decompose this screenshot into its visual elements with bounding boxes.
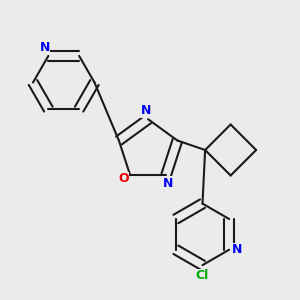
Text: O: O <box>118 172 129 185</box>
Text: N: N <box>141 104 152 118</box>
Text: N: N <box>163 177 173 190</box>
Text: Cl: Cl <box>196 269 209 282</box>
Text: N: N <box>39 41 50 54</box>
Text: N: N <box>232 243 243 256</box>
